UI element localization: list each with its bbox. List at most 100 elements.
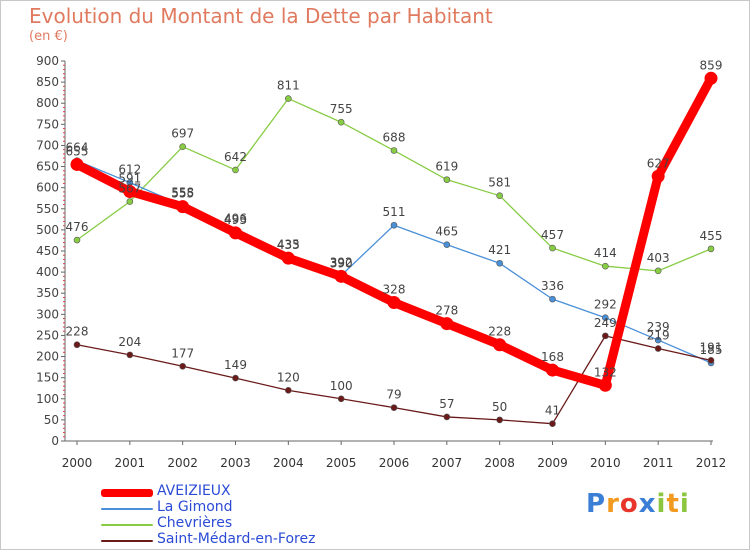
x-tick-label: 2001 (115, 456, 146, 470)
data-point (654, 345, 662, 352)
y-tick-label: 600 (36, 181, 59, 195)
data-point (598, 378, 612, 392)
data-label: 57 (439, 397, 454, 411)
data-point (707, 245, 715, 253)
proxiti-logo: Proxiti (586, 489, 690, 519)
data-point (179, 362, 186, 370)
x-tick-label: 2005 (326, 456, 357, 470)
data-point (281, 251, 295, 265)
logo-letter: o (619, 489, 639, 519)
data-point (443, 413, 451, 421)
data-point (651, 169, 665, 183)
data-label: 465 (435, 225, 458, 239)
x-tick-label: 2007 (432, 456, 463, 470)
data-label: 185 (700, 343, 723, 357)
data-point (123, 184, 137, 198)
data-point (496, 259, 503, 267)
data-point (496, 192, 503, 199)
data-label: 612 (118, 163, 141, 177)
data-label: 41 (545, 404, 560, 418)
x-tick-label: 2003 (220, 456, 251, 470)
data-label: 421 (488, 243, 511, 257)
data-point (285, 95, 292, 102)
y-tick-label: 50 (44, 413, 59, 427)
y-tick-label: 850 (36, 75, 59, 89)
data-label: 278 (435, 304, 458, 318)
data-label: 392 (330, 255, 353, 269)
data-point (337, 395, 345, 403)
y-tick-label: 500 (36, 223, 59, 237)
data-point (176, 200, 190, 214)
data-label: 149 (224, 358, 247, 372)
data-label: 457 (541, 228, 564, 242)
y-tick-label: 800 (36, 96, 59, 110)
data-point (73, 236, 81, 244)
logo-letter: i (656, 489, 667, 519)
data-point (549, 420, 556, 427)
data-label: 79 (386, 388, 401, 402)
y-tick-label: 250 (36, 328, 59, 342)
series-line-0 (72, 73, 716, 390)
logo-letter: P (586, 489, 607, 519)
x-tick-label: 2012 (696, 456, 727, 470)
y-tick-label: 750 (36, 117, 59, 131)
y-tick-label: 300 (36, 307, 59, 321)
data-label: 228 (488, 325, 511, 339)
data-point (443, 176, 451, 183)
data-label: 476 (66, 220, 89, 234)
data-point (70, 157, 84, 171)
data-label: 132 (594, 365, 617, 379)
data-label: 249 (594, 316, 617, 330)
y-tick-label: 550 (36, 202, 59, 216)
data-point (443, 241, 451, 248)
data-point (654, 336, 662, 344)
data-label: 100 (330, 379, 353, 393)
data-label: 755 (330, 102, 353, 116)
legend-swatch (101, 508, 153, 510)
logo-letter: r (606, 489, 620, 519)
logo-letter: i (679, 489, 690, 519)
data-point (602, 314, 609, 322)
data-label: 859 (700, 58, 723, 72)
data-point (387, 296, 401, 310)
data-point (549, 244, 556, 252)
y-tick-label: 650 (36, 160, 59, 174)
data-label: 627 (647, 156, 670, 170)
data-label: 239 (647, 320, 670, 334)
data-label: 403 (647, 251, 670, 265)
data-label: 493 (224, 213, 247, 227)
legend-label: AVEIZIEUX (157, 483, 231, 499)
data-label: 619 (435, 160, 458, 174)
y-tick-label: 200 (36, 350, 59, 364)
data-label: 455 (700, 229, 723, 243)
data-label: 390 (330, 256, 353, 270)
data-point (602, 332, 609, 340)
data-label: 642 (224, 150, 247, 164)
data-point (493, 338, 507, 352)
data-label: 120 (277, 370, 300, 384)
x-tick-label: 2006 (379, 456, 410, 470)
data-point (440, 317, 454, 331)
data-label: 697 (171, 127, 194, 141)
data-point (549, 295, 556, 303)
data-label: 336 (541, 279, 564, 293)
data-point (73, 341, 81, 349)
data-label: 591 (118, 171, 141, 185)
data-label: 433 (277, 238, 300, 252)
legend-label: La Gimond (157, 499, 233, 515)
data-point (232, 166, 239, 174)
data-label: 177 (171, 346, 194, 360)
data-point (334, 269, 348, 283)
data-label: 688 (383, 131, 406, 145)
data-point (337, 118, 345, 126)
legend-label: Chevrières (157, 515, 233, 531)
y-tick-label: 900 (36, 54, 59, 68)
y-tick-label: 100 (36, 392, 59, 406)
x-tick-label: 2009 (537, 456, 568, 470)
y-tick-label: 400 (36, 265, 59, 279)
data-point (390, 221, 398, 229)
legend-swatch (101, 540, 153, 542)
data-label: 191 (700, 340, 723, 354)
data-label: 414 (594, 246, 617, 260)
